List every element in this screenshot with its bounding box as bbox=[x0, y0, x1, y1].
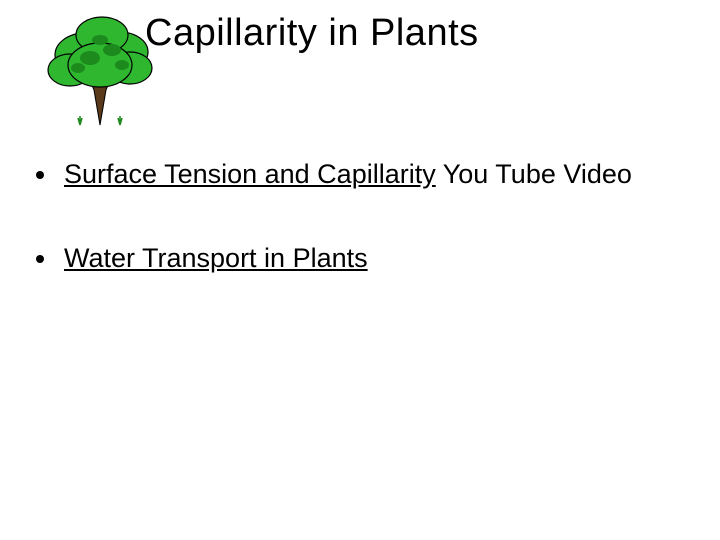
page-title: Capillarity in Plants bbox=[145, 12, 479, 55]
list-item: Surface Tension and Capillarity You Tube… bbox=[36, 158, 680, 192]
link-surface-tension[interactable]: Surface Tension and Capillarity bbox=[64, 159, 436, 189]
link-water-transport[interactable]: Water Transport in Plants bbox=[64, 243, 368, 273]
bullet-text: Water Transport in Plants bbox=[64, 242, 680, 276]
bullet-icon bbox=[36, 255, 44, 263]
list-item: Water Transport in Plants bbox=[36, 242, 680, 276]
bullet-text: Surface Tension and Capillarity You Tube… bbox=[64, 158, 680, 192]
bullet-icon bbox=[36, 171, 44, 179]
slide: Capillarity in Plants Surface Tension an… bbox=[0, 0, 720, 540]
bullet-list: Surface Tension and Capillarity You Tube… bbox=[36, 158, 680, 326]
bullet-rest: You Tube Video bbox=[436, 159, 632, 189]
